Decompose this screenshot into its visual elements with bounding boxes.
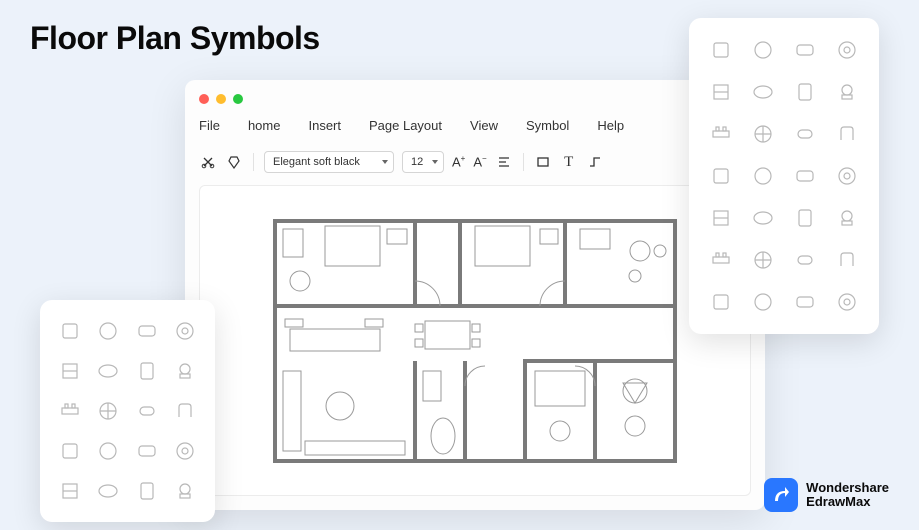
symbol-item[interactable] xyxy=(133,476,161,506)
font-size-select[interactable]: 12 xyxy=(402,151,444,173)
symbol-item[interactable] xyxy=(171,356,199,386)
symbol-item[interactable] xyxy=(789,244,821,276)
symbol-item[interactable] xyxy=(171,436,199,466)
symbol-item[interactable] xyxy=(789,118,821,150)
symbol-item[interactable] xyxy=(747,244,779,276)
close-icon[interactable] xyxy=(199,94,209,104)
symbol-item[interactable] xyxy=(171,476,199,506)
brand-line2: EdrawMax xyxy=(806,495,889,509)
symbol-item[interactable] xyxy=(789,202,821,234)
menu-page-layout[interactable]: Page Layout xyxy=(369,118,442,133)
app-window: File home Insert Page Layout View Symbol… xyxy=(185,80,765,510)
symbol-item[interactable] xyxy=(789,76,821,108)
symbol-item[interactable] xyxy=(133,436,161,466)
symbol-item[interactable] xyxy=(94,356,122,386)
symbol-panel-right xyxy=(689,18,879,334)
font-family-select[interactable]: Elegant soft black xyxy=(264,151,394,173)
menu-bar: File home Insert Page Layout View Symbol… xyxy=(199,118,624,133)
symbol-item[interactable] xyxy=(94,436,122,466)
connector-tool-icon[interactable] xyxy=(586,153,604,171)
symbol-item[interactable] xyxy=(747,202,779,234)
symbol-item[interactable] xyxy=(705,286,737,318)
symbol-item[interactable] xyxy=(747,76,779,108)
symbol-item[interactable] xyxy=(831,118,863,150)
symbol-item[interactable] xyxy=(831,202,863,234)
align-icon[interactable] xyxy=(495,153,513,171)
symbol-item[interactable] xyxy=(789,34,821,66)
canvas[interactable] xyxy=(199,185,751,496)
menu-home[interactable]: home xyxy=(248,118,281,133)
toolbar: Elegant soft black 12 A+ A− T xyxy=(199,148,751,176)
floorplan-diagram xyxy=(265,211,685,471)
symbol-item[interactable] xyxy=(831,76,863,108)
symbol-item[interactable] xyxy=(747,34,779,66)
symbol-item[interactable] xyxy=(171,316,199,346)
brand-line1: Wondershare xyxy=(806,481,889,495)
brand-logo-icon xyxy=(764,478,798,512)
symbol-item[interactable] xyxy=(705,34,737,66)
symbol-item[interactable] xyxy=(94,396,122,426)
symbol-item[interactable] xyxy=(56,476,84,506)
symbol-item[interactable] xyxy=(94,316,122,346)
menu-help[interactable]: Help xyxy=(597,118,624,133)
increase-font-icon[interactable]: A+ xyxy=(452,154,465,169)
symbol-item[interactable] xyxy=(133,396,161,426)
symbol-item[interactable] xyxy=(56,356,84,386)
symbol-item[interactable] xyxy=(94,476,122,506)
format-painter-icon[interactable] xyxy=(225,153,243,171)
font-family-value: Elegant soft black xyxy=(273,156,360,168)
symbol-item[interactable] xyxy=(831,286,863,318)
symbol-item[interactable] xyxy=(56,436,84,466)
symbol-item[interactable] xyxy=(705,244,737,276)
separator xyxy=(253,153,254,171)
symbol-item[interactable] xyxy=(133,316,161,346)
separator xyxy=(523,153,524,171)
brand: Wondershare EdrawMax xyxy=(764,478,889,512)
symbol-item[interactable] xyxy=(831,34,863,66)
symbol-item[interactable] xyxy=(705,118,737,150)
symbol-item[interactable] xyxy=(133,356,161,386)
menu-file[interactable]: File xyxy=(199,118,220,133)
rectangle-tool-icon[interactable] xyxy=(534,153,552,171)
symbol-item[interactable] xyxy=(747,286,779,318)
symbol-panel-left xyxy=(40,300,215,522)
decrease-font-icon[interactable]: A− xyxy=(473,154,486,169)
symbol-item[interactable] xyxy=(831,244,863,276)
window-controls xyxy=(199,94,243,104)
symbol-item[interactable] xyxy=(56,396,84,426)
minimize-icon[interactable] xyxy=(216,94,226,104)
symbol-item[interactable] xyxy=(747,118,779,150)
symbol-item[interactable] xyxy=(747,160,779,192)
symbol-item[interactable] xyxy=(789,160,821,192)
symbol-item[interactable] xyxy=(831,160,863,192)
menu-insert[interactable]: Insert xyxy=(308,118,341,133)
symbol-item[interactable] xyxy=(705,160,737,192)
symbol-item[interactable] xyxy=(56,316,84,346)
symbol-item[interactable] xyxy=(705,202,737,234)
menu-symbol[interactable]: Symbol xyxy=(526,118,569,133)
symbol-item[interactable] xyxy=(705,76,737,108)
cut-icon[interactable] xyxy=(199,153,217,171)
brand-text: Wondershare EdrawMax xyxy=(806,481,889,508)
font-size-value: 12 xyxy=(411,156,423,168)
maximize-icon[interactable] xyxy=(233,94,243,104)
text-tool-icon[interactable]: T xyxy=(560,153,578,171)
symbol-item[interactable] xyxy=(171,396,199,426)
symbol-item[interactable] xyxy=(789,286,821,318)
page-title: Floor Plan Symbols xyxy=(30,20,320,57)
menu-view[interactable]: View xyxy=(470,118,498,133)
